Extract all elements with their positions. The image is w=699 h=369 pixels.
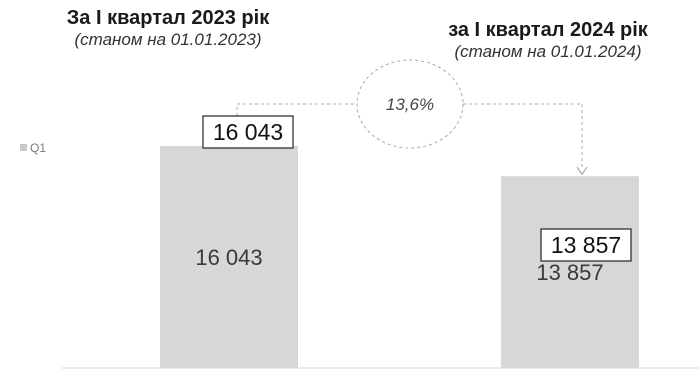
- header-2024-title: за І квартал 2024 рік: [448, 19, 648, 41]
- change-percent-label: 13,6%: [386, 95, 434, 114]
- bar-value-label-2: 13 857: [536, 260, 603, 285]
- bar-value-label-1: 16 043: [195, 245, 262, 270]
- legend-label-q1: Q1: [30, 141, 47, 155]
- header-2024: за І квартал 2024 рік (станом на 01.01.2…: [400, 18, 696, 62]
- bar-1: [160, 145, 298, 368]
- header-2024-subtitle: (станом на 01.01.2024): [454, 42, 642, 61]
- chart-legend: Q1: [20, 141, 46, 155]
- header-2023-subtitle: (станом на 01.01.2023): [74, 30, 262, 49]
- legend-swatch-q1: [20, 144, 27, 151]
- bar-2: [501, 176, 639, 368]
- header-2023-title: За І квартал 2023 рік: [66, 7, 270, 29]
- change-ellipse: [356, 59, 464, 149]
- header-2023: За І квартал 2023 рік (станом на 01.01.2…: [18, 6, 318, 50]
- callout-label-1: 16 043: [213, 119, 283, 145]
- callout-box-1: [202, 115, 294, 149]
- callout-box-2: [540, 228, 632, 262]
- callout-label-2: 13 857: [551, 232, 621, 258]
- connector-arrowhead: [576, 166, 588, 176]
